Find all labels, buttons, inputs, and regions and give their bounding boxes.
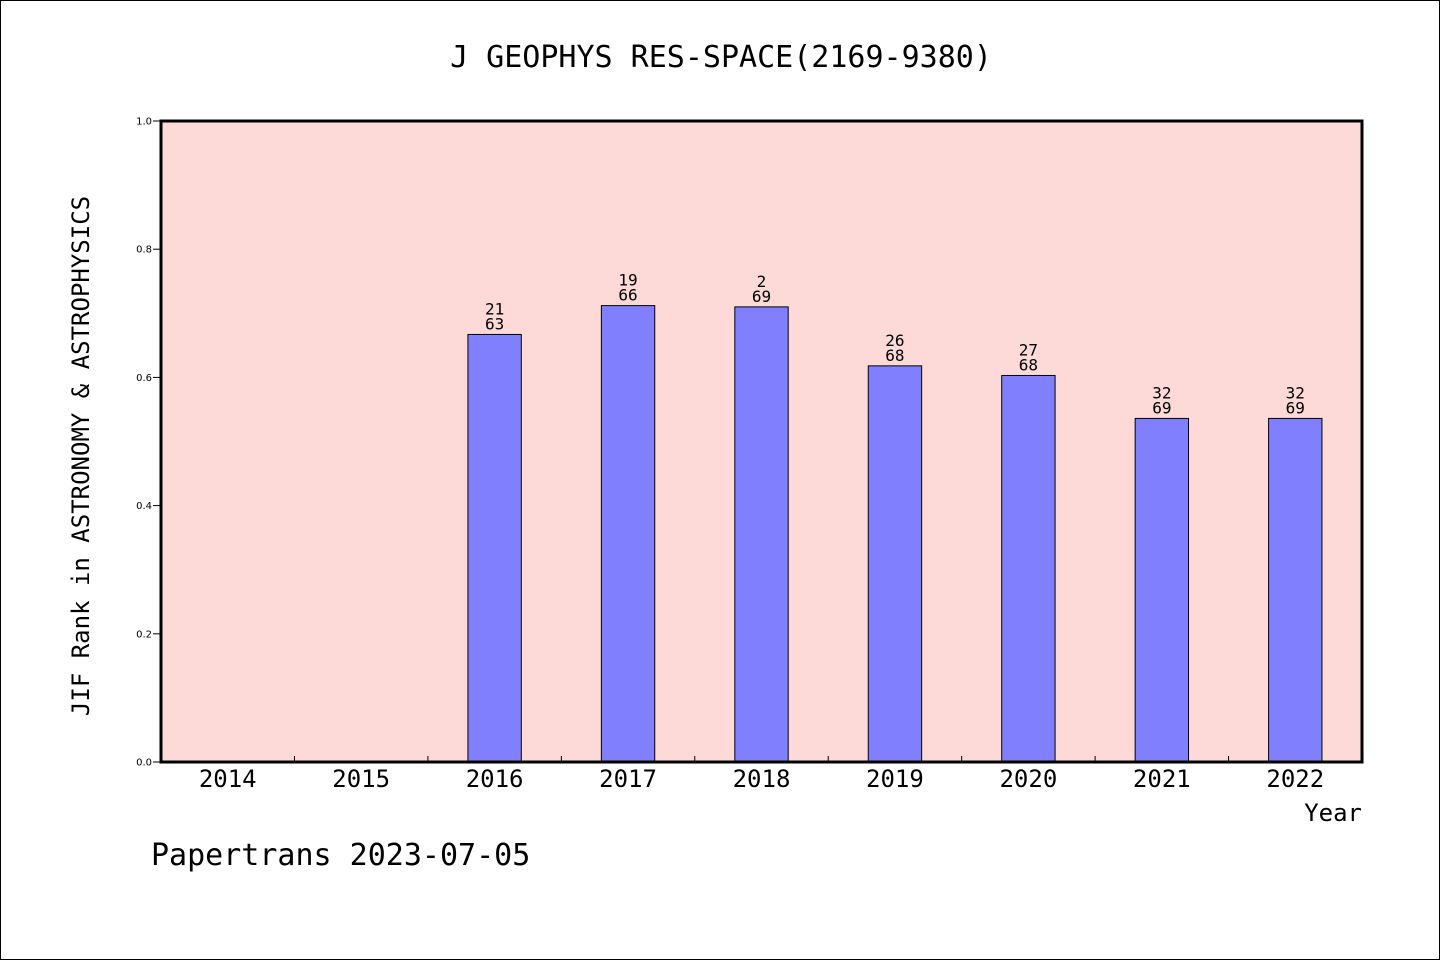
bar-total-label: 69 [1152,398,1171,417]
bar-2019 [867,365,923,763]
plot-border [159,119,1364,764]
bar-2020 [1001,374,1056,763]
x-tick-label: 2015 [332,765,390,793]
bar-2017 [600,305,656,763]
x-tick-label: 2021 [1133,765,1191,793]
bar-2021 [1134,417,1190,763]
footer-watermark: Papertrans 2023-07-05 [151,838,530,873]
y-tick-label: 0.6 [136,373,152,384]
bar-total-label: 68 [1019,355,1038,374]
y-tick-label: 1.0 [136,117,152,128]
bar-rank-label: 32 [1286,383,1305,402]
x-tick-label: 2016 [466,765,524,793]
bar-total-label: 69 [1286,398,1305,417]
y-tick-label: 0.2 [136,629,152,640]
x-tick-label: 2020 [999,765,1057,793]
chart-title: J GEOPHYS RES-SPACE(2169-9380) [450,40,992,75]
bar-2022 [1268,417,1323,763]
bar-2018 [734,306,789,763]
y-tick-label: 0.8 [136,245,152,256]
bar-rank-label: 21 [485,299,504,318]
bar-total-label: 69 [752,287,771,306]
x-axis-label: Year [1304,799,1362,827]
x-tick-label: 2014 [199,765,257,793]
bar-total-label: 68 [885,346,904,365]
bar-rank-label: 26 [885,331,904,350]
y-axis-label: JIF Rank in ASTRONOMY & ASTROPHYSICS [67,196,95,716]
bar-rank-label: 19 [618,271,637,290]
bar-rank-label: 27 [1019,340,1038,359]
bar-rank-label: 2 [757,272,767,291]
x-tick-label: 2017 [599,765,657,793]
bar-total-label: 66 [618,286,637,305]
bar-2016 [467,333,522,763]
x-tick-label: 2018 [733,765,791,793]
x-tick-label: 2019 [866,765,924,793]
ticks-group: 0.0 0.2 0.4 0.6 0.8 1.0 2014 2015 2016 2017 2018 20… [136,117,1324,794]
bar-total-label: 63 [485,314,504,333]
y-tick-label: 0.0 [136,758,152,769]
bar-rank-label: 32 [1152,383,1171,402]
y-tick-label: 0.4 [136,501,152,512]
x-tick-label: 2022 [1266,765,1324,793]
